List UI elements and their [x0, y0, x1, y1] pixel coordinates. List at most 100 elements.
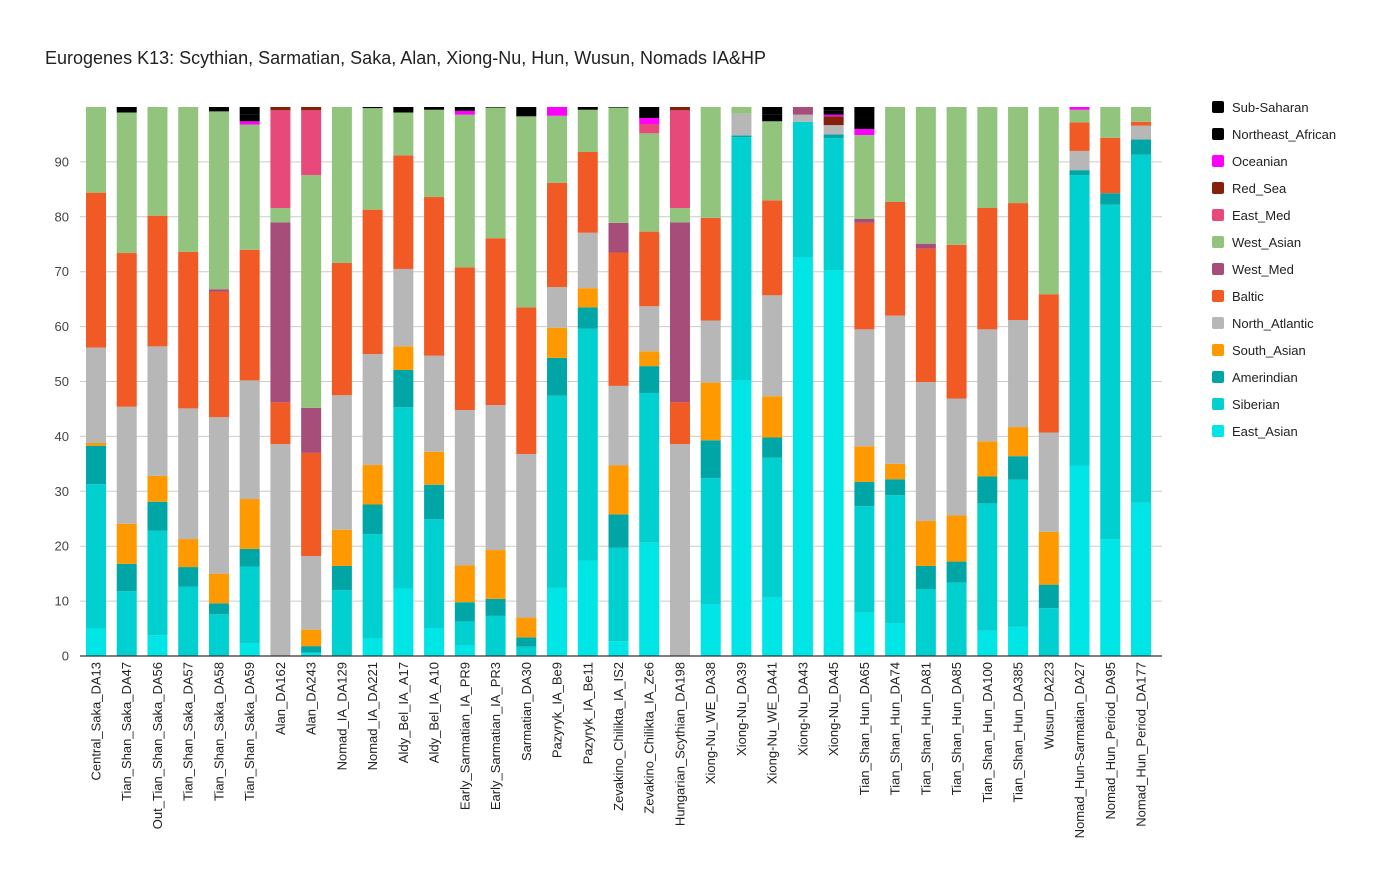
- bar-segment-north-atlantic: [669, 444, 690, 656]
- bar-segment-north-atlantic: [1131, 125, 1151, 140]
- bar-segment-siberian: [1100, 204, 1121, 540]
- bar-segment-south-asian: [885, 463, 906, 480]
- legend-swatch: [1212, 155, 1224, 167]
- legend-swatch: [1212, 398, 1224, 410]
- bar-segment-northeast-african: [362, 107, 383, 109]
- bar-segment-amerindian: [116, 563, 137, 592]
- legend-swatch: [1212, 128, 1224, 140]
- bar-segment-east-asian: [424, 628, 445, 656]
- bar-segment-west-med: [792, 107, 813, 115]
- bar-segment-west-asian: [270, 208, 291, 223]
- bar-segment-siberian: [639, 393, 660, 543]
- bar-segment-baltic: [700, 217, 721, 321]
- bar-segment-west-asian: [946, 107, 967, 245]
- bar-segment-north-atlantic: [915, 382, 936, 521]
- bar-segment-sub-saharan: [762, 107, 783, 115]
- bar-segment-oceanian: [454, 110, 475, 115]
- bar-segment-siberian: [178, 586, 199, 656]
- bar-segment-north-atlantic: [731, 113, 752, 136]
- legend-swatch: [1212, 209, 1224, 221]
- bar-segment-south-asian: [147, 475, 168, 502]
- bar-segment-east-asian: [577, 560, 598, 656]
- bar-stack: [946, 107, 967, 656]
- bar-segment-amerindian: [608, 514, 629, 548]
- legend-swatch: [1212, 182, 1224, 194]
- bar-stack: [270, 107, 291, 656]
- bar-segment-red-sea: [301, 107, 322, 111]
- x-tick-label: Zevakino_Chilikta_IA_IS2: [611, 662, 626, 811]
- bar-segment-siberian: [608, 547, 629, 642]
- x-tick-label: Central_Saka_DA13: [89, 662, 104, 781]
- bar-segment-baltic: [485, 238, 506, 406]
- bar-segment-south-asian: [577, 288, 598, 308]
- x-tick-label: Xiong-Nu_DA43: [795, 662, 810, 756]
- bar-segment-amerindian: [147, 501, 168, 531]
- bar-segment-east-asian: [700, 604, 721, 656]
- y-tick-label: 20: [55, 539, 69, 554]
- bar-segment-west-med: [208, 289, 229, 292]
- y-tick-label: 0: [62, 649, 69, 664]
- bar-segment-east-asian: [147, 635, 168, 656]
- x-tick-label: Early_Sarmatian_IA_PR3: [488, 662, 503, 810]
- bar-segment-baltic: [915, 248, 936, 383]
- bar-stack: [86, 107, 106, 656]
- bar-segment-west-asian: [669, 208, 690, 223]
- bar-segment-amerindian: [946, 561, 967, 583]
- bar-segment-baltic: [1069, 122, 1090, 151]
- bar-stack: [823, 107, 844, 656]
- bar-segment-south-asian: [608, 465, 629, 515]
- bar-segment-baltic: [1131, 121, 1151, 126]
- bar-segment-red-sea: [669, 107, 690, 111]
- bar-segment-siberian: [823, 138, 844, 271]
- bar-segment-baltic: [331, 262, 352, 396]
- bar-segment-west-med: [301, 407, 322, 453]
- bar-segment-amerindian: [1038, 584, 1059, 609]
- bar-segment-south-asian: [86, 442, 106, 446]
- bar-stack: [1131, 107, 1151, 656]
- bar-segment-siberian: [393, 407, 414, 589]
- legend-item: North_Atlantic: [1212, 316, 1314, 331]
- legend-label: Northeast_African: [1232, 127, 1336, 142]
- bar-segment-baltic: [301, 452, 322, 557]
- bar-segment-baltic: [639, 231, 660, 307]
- bar-segment-baltic: [1100, 137, 1121, 194]
- x-tick-label: Nomad_Hun-Sarmatian_DA27: [1072, 662, 1087, 838]
- bar-segment-amerindian: [239, 548, 260, 567]
- bar-stack: [1100, 107, 1121, 656]
- bar-segment-baltic: [1038, 294, 1059, 433]
- x-tick-label: Tian_Shan_Hun_DA74: [888, 662, 903, 795]
- bar-segment-siberian: [1069, 175, 1090, 466]
- bar-segment-south-asian: [516, 617, 537, 638]
- bar-segment-south-asian: [116, 523, 137, 564]
- bar-segment-south-asian: [1008, 427, 1029, 457]
- x-tick-label: Nomad_Hun_Period_DA177: [1134, 662, 1149, 827]
- bar-segment-baltic: [669, 402, 690, 445]
- bar-segment-baltic: [208, 291, 229, 418]
- bar-segment-siberian: [454, 621, 475, 646]
- legend-swatch: [1212, 263, 1224, 275]
- bar-segment-north-atlantic: [147, 346, 168, 476]
- bar-segment-amerindian: [762, 437, 783, 458]
- bar-segment-siberian: [547, 395, 568, 588]
- bar-segment-amerindian: [915, 565, 936, 590]
- bar-segment-amerindian: [454, 602, 475, 622]
- bar-segment-west-asian: [424, 109, 445, 198]
- bar-segment-east-asian: [854, 612, 875, 656]
- bar-segment-siberian: [1131, 154, 1151, 503]
- bar-stack: [362, 107, 383, 656]
- x-tick-label: Tian_Shan_Saka_DA47: [119, 662, 134, 801]
- legend-swatch: [1212, 371, 1224, 383]
- bar-segment-oceanian: [639, 117, 660, 125]
- bar-segment-north-atlantic: [792, 114, 813, 122]
- bar-segment-baltic: [362, 209, 383, 355]
- bar-segment-northeast-african: [762, 114, 783, 122]
- bar-stack: [977, 107, 998, 656]
- bar-segment-west-med: [270, 222, 291, 403]
- legend-item: Red_Sea: [1212, 181, 1287, 196]
- bar-segment-red-sea: [270, 107, 291, 111]
- bar-segment-west-asian: [454, 114, 475, 268]
- bar-segment-north-atlantic: [516, 453, 537, 618]
- bar-segment-siberian: [239, 566, 260, 644]
- bar-segment-amerindian: [1100, 193, 1121, 205]
- bar-segment-siberian: [700, 478, 721, 605]
